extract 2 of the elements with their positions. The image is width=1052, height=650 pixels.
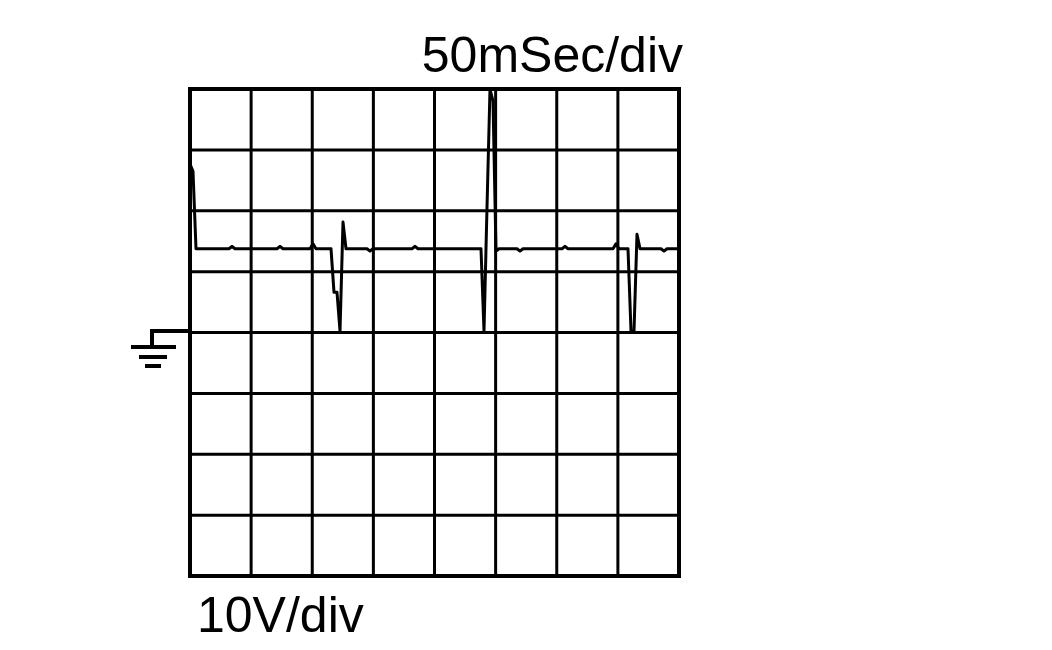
chart-title: 50mSec/div xyxy=(421,27,683,83)
text: 10V/div xyxy=(197,587,364,643)
